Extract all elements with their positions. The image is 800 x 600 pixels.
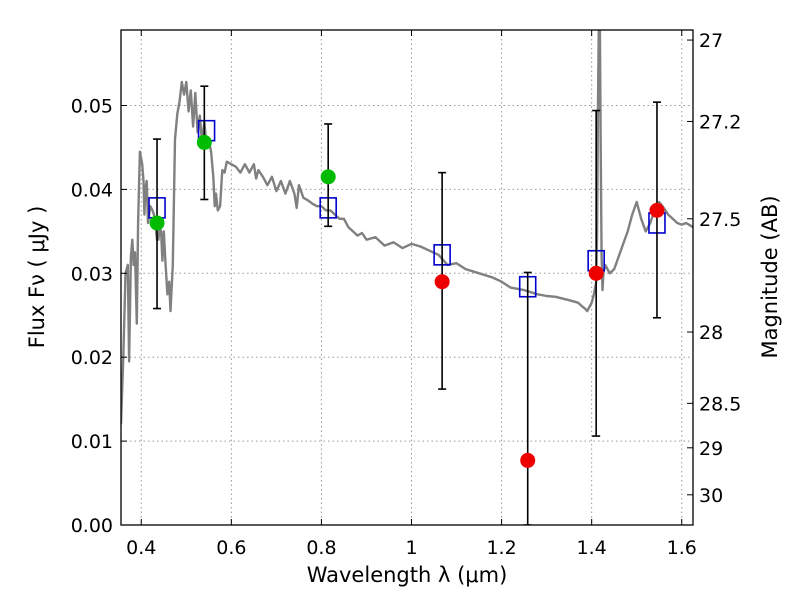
y-tick-label: 0.05 (71, 96, 113, 118)
y-tick-label: 0.01 (71, 431, 113, 453)
observed-point-green (196, 134, 212, 150)
x-axis-label: Wavelength λ (μm) (307, 563, 508, 587)
right-tick-label: 28.5 (699, 393, 741, 415)
axis-ticks: 0.4 0.6 0.8 1 1.2 1.4 1.6 0.00 0.01 0.02 0.03 0.04 0… (71, 30, 741, 559)
right-tick-label: 27.2 (699, 111, 741, 133)
observed-point-green (149, 215, 165, 231)
plot-frame (120, 29, 694, 526)
x-tick-label: 1.6 (667, 537, 697, 559)
plot-area (121, 30, 693, 525)
right-tick-label: 27 (699, 30, 723, 52)
right-tick-label: 27.5 (699, 209, 741, 231)
right-tick-label: 29 (699, 438, 723, 460)
x-tick-label: 1.4 (577, 537, 607, 559)
right-tick-label: 30 (699, 485, 723, 507)
x-tick-label: 1 (405, 537, 417, 559)
y-tick-label: 0.04 (71, 179, 113, 201)
grid (121, 30, 693, 526)
observed-point-red (434, 274, 450, 290)
y-axis-label: Flux Fν ( μJy ) (25, 206, 49, 349)
right-tick-label: 28 (699, 322, 723, 344)
x-tick-label: 0.4 (126, 537, 156, 559)
x-tick-label: 0.6 (216, 537, 246, 559)
observed-point-red (588, 265, 604, 281)
y-tick-label: 0.02 (71, 347, 113, 369)
observed-point-red (649, 202, 665, 218)
observed-point-green (320, 169, 336, 185)
y-tick-label: 0.03 (71, 263, 113, 285)
x-tick-label: 1.2 (486, 537, 516, 559)
observed-point-red (520, 452, 536, 468)
y-tick-label: 0.00 (71, 515, 113, 537)
x-tick-label: 0.8 (306, 537, 336, 559)
right-axis-label: Magnitude (AB) (758, 195, 782, 358)
